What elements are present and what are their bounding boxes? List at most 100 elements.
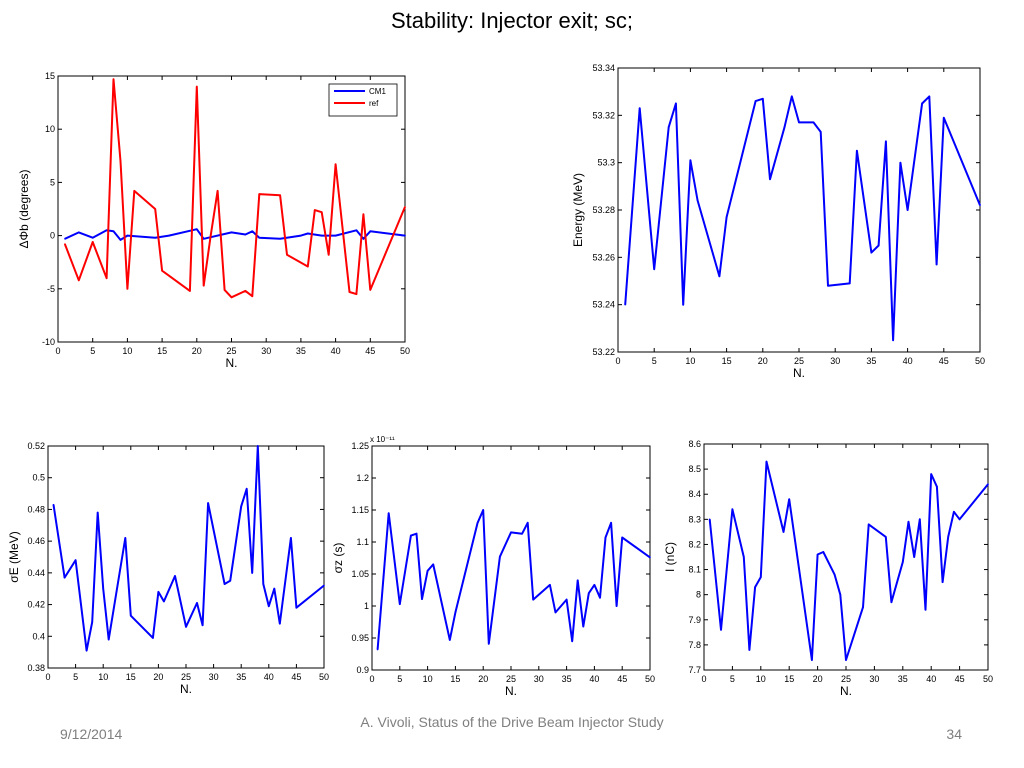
sigmaZ-data-point xyxy=(421,598,423,600)
footer-author: A. Vivoli, Status of the Drive Beam Inje… xyxy=(360,714,664,730)
sigmaZ-series-line-0 xyxy=(376,509,651,650)
current-data-point xyxy=(947,536,950,538)
energy-data-point xyxy=(725,216,728,218)
phase-data-point xyxy=(279,237,281,240)
current-data-point xyxy=(748,649,751,651)
current-x-tick-label: 25 xyxy=(841,674,851,684)
phase-x-tick-label: 20 xyxy=(192,346,202,356)
current-x-tick-label: 0 xyxy=(701,674,706,684)
phase-series-line-cm1 xyxy=(64,228,406,241)
energy-data-point xyxy=(790,95,793,98)
sigmaZ-data-point xyxy=(582,625,585,628)
sigmaE-data-point xyxy=(157,591,160,593)
sigmaE-data-point xyxy=(240,505,242,508)
current-data-point xyxy=(782,531,785,533)
current-data-point xyxy=(742,556,745,558)
phase-data-point xyxy=(230,231,233,234)
sigmaE-y-tick-label: 0.5 xyxy=(32,473,45,483)
phase-series-line-ref xyxy=(63,78,406,299)
sigmaE-x-tick-label: 5 xyxy=(73,672,78,682)
current-data-point xyxy=(930,473,932,475)
sigmaZ-data-point xyxy=(526,522,529,524)
current-data-point xyxy=(720,629,722,631)
current-x-axis-label: N. xyxy=(840,684,852,698)
energy-chart: 0 5 10 15 20 25 30 35 40 45 50 53.22 53.24 53.26 53.28… xyxy=(571,63,985,380)
phase-x-tick-label: 45 xyxy=(365,346,375,356)
current-data-point xyxy=(890,601,893,603)
current-data-point xyxy=(958,518,961,521)
sigmaE-data-point xyxy=(124,537,127,539)
phase-data-point xyxy=(320,211,323,213)
energy-y-tick-label: 53.32 xyxy=(592,110,615,120)
energy-data-point xyxy=(906,209,909,211)
energy-data-point xyxy=(624,303,627,306)
sigmaE-data-point xyxy=(107,638,110,641)
phase-data-point xyxy=(105,277,108,279)
sigmaZ-data-point xyxy=(571,640,573,642)
energy-data-point xyxy=(885,140,887,143)
sigmaZ-data-point xyxy=(454,611,457,614)
phase-data-point xyxy=(362,237,365,240)
energy-x-tick-label: 30 xyxy=(830,356,840,366)
phase-data-point xyxy=(154,208,156,210)
sigmaZ-y-axis-label: σz (s) xyxy=(331,543,345,574)
phase-data-point xyxy=(355,229,358,232)
sigmaE-x-tick-label: 30 xyxy=(209,672,219,682)
sigmaE-data-point xyxy=(196,602,198,604)
phase-data-point xyxy=(244,233,247,236)
current-data-point xyxy=(936,485,938,488)
sigmaZ-data-point xyxy=(576,579,579,582)
sigmaZ-data-point xyxy=(521,532,523,535)
energy-data-point xyxy=(935,263,938,266)
current-data-point xyxy=(941,581,944,583)
phase-data-point xyxy=(161,269,163,272)
sigmaE-x-tick-label: 0 xyxy=(45,672,50,682)
phase-y-tick-label: -10 xyxy=(42,337,55,347)
energy-y-tick-label: 53.22 xyxy=(592,347,615,357)
current-data-point xyxy=(953,511,955,513)
phase-data-point xyxy=(313,209,316,211)
sigma-e-chart: 0 5 10 15 20 25 30 35 40 45 50 0.38 0.4 0.42 0.44 0.46 0… xyxy=(7,441,329,696)
sigmaZ-x-tick-label: 50 xyxy=(645,674,655,684)
current-y-tick-label: 8.6 xyxy=(688,439,701,449)
energy-data-point xyxy=(979,204,981,207)
sigmaZ-x-tick-label: 20 xyxy=(478,674,488,684)
energy-data-point xyxy=(943,116,945,119)
phase-data-point xyxy=(258,193,261,195)
current-data-point xyxy=(913,556,915,558)
current-series-line-0 xyxy=(708,460,989,661)
sigmaE-data-point xyxy=(74,559,77,561)
energy-plot-area xyxy=(617,67,981,353)
phase-data-point xyxy=(244,290,247,292)
energy-data-point xyxy=(653,268,655,270)
energy-x-axis-label: N. xyxy=(793,366,805,380)
phase-legend-label: ref xyxy=(369,99,379,108)
current-data-point xyxy=(816,553,819,556)
current-y-tick-label: 8 xyxy=(696,590,701,600)
phase-data-point xyxy=(64,237,66,240)
phase-data-point xyxy=(78,231,80,234)
energy-data-point xyxy=(921,102,923,105)
phase-data-point xyxy=(126,288,129,290)
energy-series-line-0 xyxy=(624,95,981,342)
phase-data-point xyxy=(258,236,261,239)
phase-data-point xyxy=(196,85,198,88)
sigmaE-data-point xyxy=(229,579,231,582)
sigmaZ-y-scale-label: x 10⁻¹¹ xyxy=(370,435,395,444)
energy-x-tick-label: 20 xyxy=(758,356,768,366)
sigmaE-x-tick-label: 25 xyxy=(181,672,191,682)
sigmaE-y-axis-label: σE (MeV) xyxy=(7,531,21,582)
sigmaZ-y-tick-label: 1.1 xyxy=(356,537,369,547)
phase-data-point xyxy=(307,265,309,268)
sigmaE-y-tick-label: 0.48 xyxy=(27,504,45,514)
sigmaZ-x-tick-label: 30 xyxy=(534,674,544,684)
sigmaE-y-tick-label: 0.4 xyxy=(32,631,45,641)
phase-data-point xyxy=(230,296,233,299)
phase-x-axis-label: N. xyxy=(226,356,238,370)
current-data-point xyxy=(919,518,921,521)
sigmaZ-y-tick-label: 0.95 xyxy=(351,633,369,643)
current-data-point xyxy=(902,561,904,563)
sigmaZ-x-tick-label: 45 xyxy=(617,674,627,684)
current-x-tick-label: 5 xyxy=(730,674,735,684)
energy-data-point xyxy=(899,161,902,164)
